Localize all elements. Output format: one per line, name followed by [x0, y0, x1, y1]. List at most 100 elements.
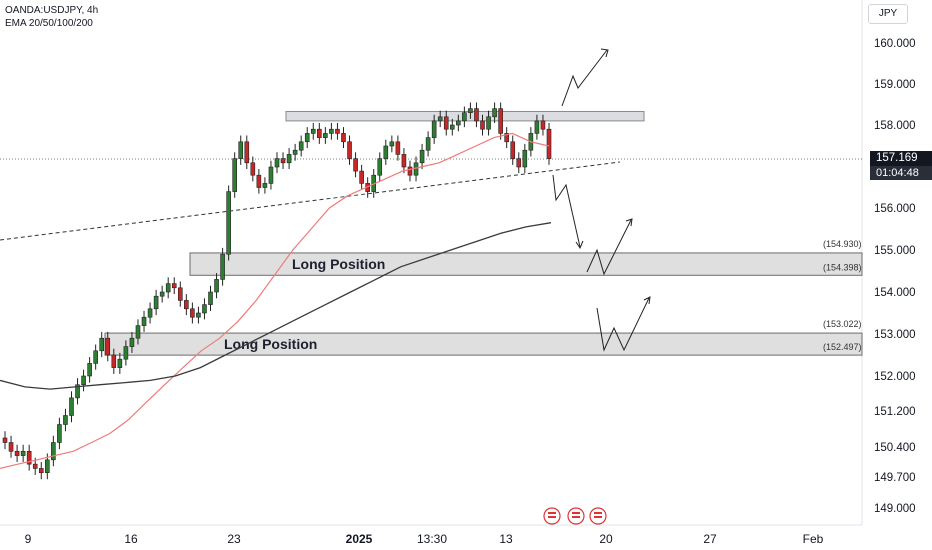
candle-body	[111, 354, 117, 368]
candle-body	[87, 363, 92, 377]
x-tick-label: 16	[124, 532, 138, 546]
y-tick-label: 158.000	[874, 120, 916, 132]
candle-body	[26, 450, 32, 465]
currency-button[interactable]: JPY	[868, 4, 908, 24]
candle-body	[298, 141, 304, 151]
flag-icon	[594, 512, 602, 514]
candle-body	[437, 116, 443, 122]
candle-body	[510, 141, 516, 159]
candle-body	[407, 166, 413, 176]
candle-body	[335, 128, 340, 134]
candle-body	[377, 158, 383, 176]
y-tick-label: 153.000	[874, 329, 916, 341]
candle-body	[220, 253, 225, 280]
candle-body	[317, 128, 322, 138]
candle-body	[425, 137, 431, 151]
candle-body	[159, 291, 165, 297]
zone-upper-price: (154.930)	[823, 239, 862, 249]
candle-body	[419, 149, 425, 164]
y-tick-label: 159.000	[874, 79, 916, 91]
candle-body	[353, 158, 358, 172]
candle-body	[117, 358, 123, 368]
long-position-zone	[104, 332, 863, 356]
candle-body	[93, 350, 98, 364]
x-tick-label: 13	[499, 532, 513, 546]
candle-body	[546, 128, 552, 159]
candle-body	[38, 468, 44, 474]
candle-body	[165, 283, 171, 293]
candle-body	[456, 120, 461, 126]
candle-body	[486, 116, 491, 130]
candle-body	[153, 295, 159, 310]
candle-body	[341, 133, 346, 143]
arrow-head	[575, 240, 584, 250]
candle-body	[69, 397, 74, 416]
y-tick-label: 156.000	[874, 203, 916, 215]
y-tick-label: 149.700	[874, 472, 916, 484]
candle-body	[516, 158, 522, 168]
candle-body	[310, 128, 316, 134]
symbol-title: OANDA:USDJPY, 4h	[5, 5, 99, 16]
long-position-zone	[189, 252, 863, 276]
ema-fast-line	[0, 132, 550, 469]
projection-arrow-zone2	[596, 297, 650, 352]
candle-body	[480, 120, 485, 130]
candle-body	[99, 337, 105, 352]
candle-body	[2, 437, 8, 443]
x-tick-label: 23	[227, 532, 241, 546]
trendline	[0, 161, 621, 241]
projection-arrow-up	[561, 49, 608, 107]
candle-body	[250, 162, 256, 176]
candle-body	[75, 384, 80, 399]
flag-icon	[548, 512, 556, 514]
x-tick-label: 9	[25, 532, 32, 546]
candle-body	[401, 154, 407, 168]
indicator-legend[interactable]: EMA 20/50/100/200	[5, 18, 93, 29]
candle-body	[123, 346, 129, 360]
x-tick-label: 20	[599, 532, 613, 546]
candle-body	[389, 141, 395, 147]
y-tick-label: 155.000	[874, 245, 916, 257]
x-tick-label: 2025	[346, 532, 373, 546]
y-tick-label: 160.000	[874, 38, 916, 50]
zone-label: Long Position	[292, 256, 385, 272]
candle-body	[81, 375, 86, 386]
flag-icon	[572, 512, 580, 514]
candle-body	[443, 116, 449, 130]
candle-body	[540, 120, 546, 130]
candle-body	[268, 166, 274, 184]
zone-lower-price: (154.398)	[823, 262, 862, 272]
candle-body	[468, 108, 473, 113]
ema-slow-line	[0, 222, 552, 390]
candle-body	[262, 183, 268, 188]
candle-body	[462, 112, 467, 122]
flag-icon	[594, 516, 602, 518]
zone-lower-price: (152.497)	[823, 342, 862, 352]
candle-body	[238, 141, 244, 159]
candle-body	[184, 300, 189, 310]
zone-upper-price: (153.022)	[823, 319, 862, 329]
candle-body	[141, 316, 147, 326]
candle-body	[522, 149, 528, 168]
candle-body	[51, 442, 56, 461]
flag-icon	[572, 516, 580, 518]
candle-body	[304, 133, 310, 143]
flag-icon	[548, 516, 556, 518]
candle-body	[474, 108, 479, 122]
candle-body	[171, 283, 177, 289]
candle-body	[14, 450, 20, 456]
y-tick-label: 154.000	[874, 287, 916, 299]
projection-arrow-down	[552, 174, 581, 248]
candle-body	[147, 308, 153, 318]
bar-countdown: 01:04:48	[870, 166, 932, 180]
candle-body	[498, 108, 503, 134]
candle-body	[534, 120, 540, 134]
candle-body	[208, 291, 213, 305]
arrow-head	[643, 296, 651, 305]
x-tick-label: 13:30	[417, 532, 447, 546]
candle-body	[449, 124, 455, 130]
candle-body	[196, 312, 201, 318]
zone-label: Long Position	[224, 336, 317, 352]
candle-body	[8, 442, 14, 452]
